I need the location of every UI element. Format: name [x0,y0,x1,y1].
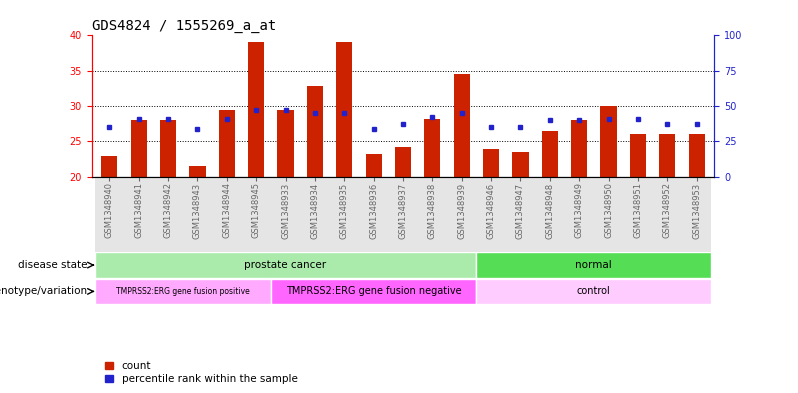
Bar [359,178,389,252]
Bar [271,279,476,304]
Bar [330,178,359,252]
Bar [476,252,711,278]
Bar [453,74,470,177]
Bar [417,178,447,252]
Legend: count, percentile rank within the sample: count, percentile rank within the sample [105,361,298,384]
Bar [365,154,381,177]
Bar [425,119,440,177]
Bar [189,166,206,177]
Text: normal: normal [575,260,612,270]
Bar [512,152,528,177]
Bar [219,110,235,177]
Bar [689,134,705,177]
Bar [160,120,176,177]
Bar [594,178,623,252]
Bar [248,42,264,177]
Bar [153,178,183,252]
Bar [447,178,476,252]
Bar [300,178,330,252]
Bar [623,178,653,252]
Bar [124,178,153,252]
Text: TMPRSS2:ERG gene fusion positive: TMPRSS2:ERG gene fusion positive [116,287,250,296]
Bar [307,86,323,177]
Bar [476,279,711,304]
Bar [600,106,617,177]
Bar [483,149,499,177]
Bar [682,178,711,252]
Bar [506,178,535,252]
Bar [101,156,117,177]
Bar [630,134,646,177]
Text: GDS4824 / 1555269_a_at: GDS4824 / 1555269_a_at [92,19,276,33]
Bar [395,147,411,177]
Bar [659,134,675,177]
Bar [131,120,147,177]
Bar [95,279,271,304]
Bar [476,178,506,252]
Bar [564,178,594,252]
Bar [278,110,294,177]
Bar [212,178,242,252]
Text: control: control [577,286,610,296]
Bar [95,252,476,278]
Bar [535,178,564,252]
Bar [542,131,558,177]
Bar [571,120,587,177]
Bar [389,178,417,252]
Bar [653,178,682,252]
Text: genotype/variation: genotype/variation [0,286,88,296]
Bar [336,42,353,177]
Bar [95,178,124,252]
Text: disease state: disease state [18,260,88,270]
Text: prostate cancer: prostate cancer [244,260,326,270]
Bar [271,178,300,252]
Bar [183,178,212,252]
Bar [242,178,271,252]
Text: TMPRSS2:ERG gene fusion negative: TMPRSS2:ERG gene fusion negative [286,286,461,296]
